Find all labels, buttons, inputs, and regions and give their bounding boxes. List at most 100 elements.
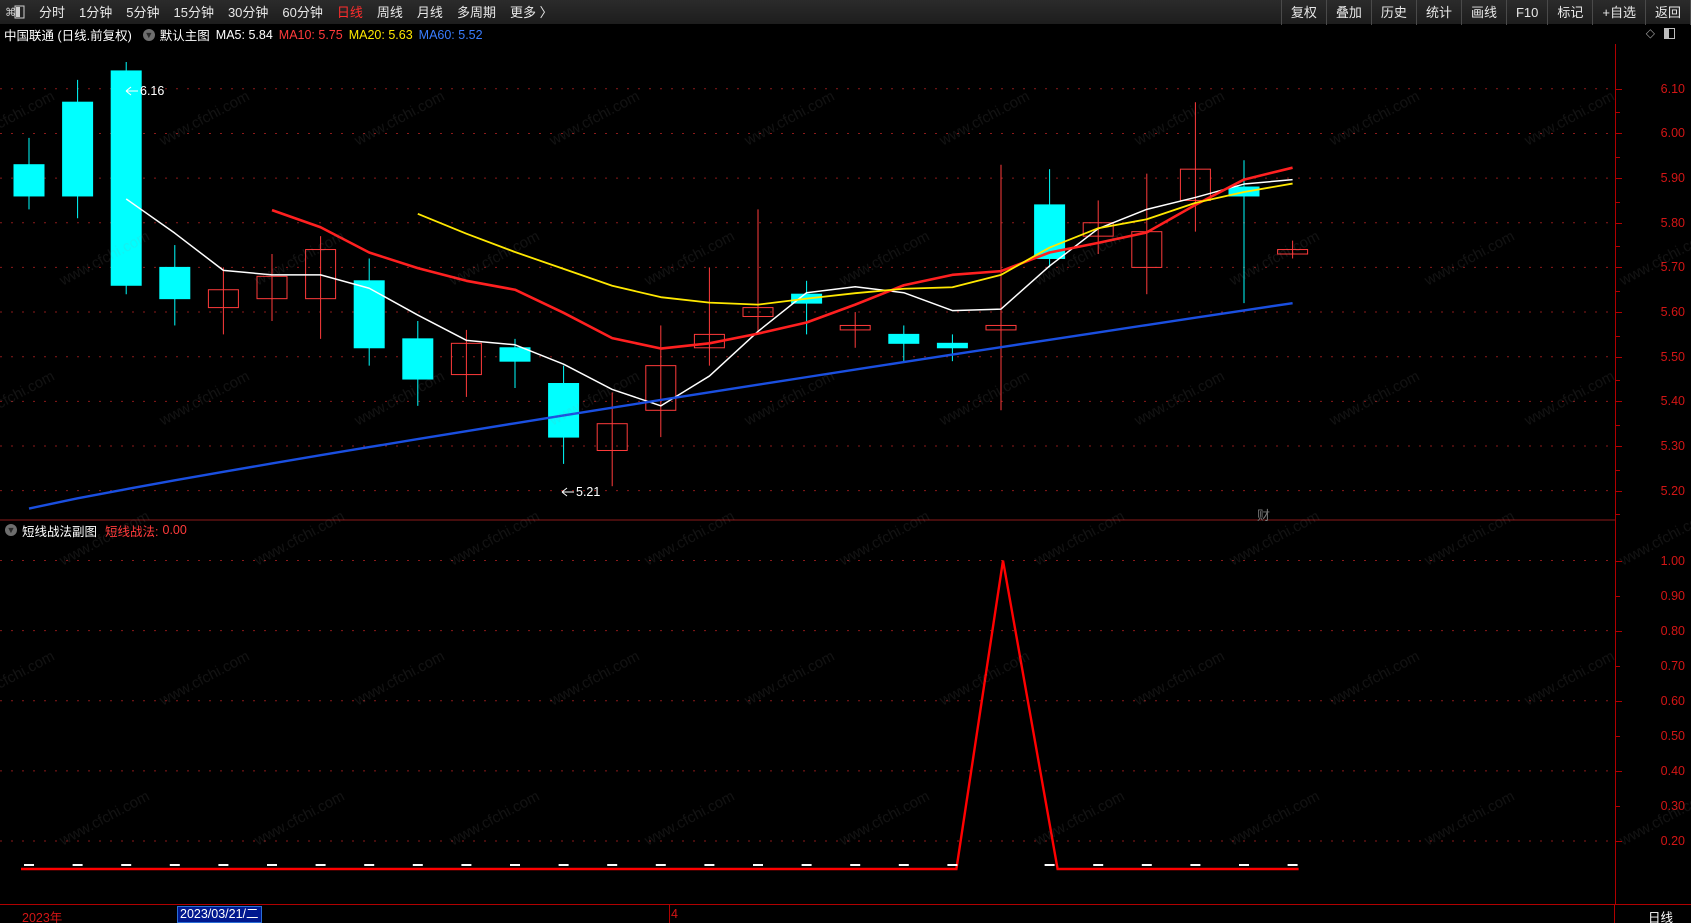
chevron-down-icon[interactable]: ▼ — [142, 28, 155, 41]
price-minor-tick — [1616, 380, 1620, 382]
low-price-value: 5.21 — [576, 485, 601, 499]
price-tick-5-5: 5.50 — [1660, 349, 1685, 364]
svg-text:⌘: ⌘ — [5, 7, 16, 19]
tab-30min[interactable]: 30分钟 — [227, 4, 269, 20]
main-chart-pane[interactable]: 6.16 5.21 财 6.10 6.00 5.90 5.80 5.70 5.60 5.50… — [0, 44, 1691, 523]
price-tick-mark — [1616, 446, 1622, 448]
btn-fuquan[interactable]: 复权 — [1280, 0, 1326, 25]
candlestick-canvas — [0, 62, 1615, 521]
price-tick-mark — [1616, 490, 1622, 492]
indicator-tick-mark — [1616, 630, 1622, 632]
btn-statistics[interactable]: 统计 — [1415, 0, 1461, 25]
tab-multiperiod[interactable]: 多周期 — [456, 4, 496, 20]
chevron-down-icon-sub[interactable]: ▼ — [5, 524, 17, 536]
btn-overlay[interactable]: 叠加 — [1325, 0, 1371, 25]
selected-date-badge: 2023/03/21/二 — [177, 906, 262, 923]
indicator-tick-0-9: 0.90 — [1660, 588, 1685, 603]
indicator-tick-mark — [1616, 805, 1620, 807]
sub-chart-header: ▼ 短线战法副图 短线战法: 0.00 — [0, 521, 187, 539]
indicator-tick-0-5: 0.50 — [1660, 728, 1685, 743]
chart-info-line: 中国联通 (日线.前复权) ▼ 默认主图 MA5: 5.84 MA10: 5.7… — [0, 25, 1691, 44]
price-minor-tick — [1616, 469, 1620, 471]
btn-history[interactable]: 历史 — [1370, 0, 1416, 25]
btn-f10[interactable]: F10 — [1505, 0, 1547, 25]
indicator-tick-mark — [1616, 840, 1622, 842]
price-tick-5-3: 5.30 — [1660, 439, 1685, 454]
low-price-annotation: 5.21 — [560, 485, 600, 499]
date-month-label: 4 — [671, 907, 678, 921]
axis-divider — [1614, 905, 1615, 923]
indicator-tick-mark — [1616, 595, 1620, 597]
price-tick-6-1: 6.10 — [1660, 81, 1685, 96]
ma60-value: MA60: 5.52 — [418, 27, 483, 42]
chart-header-controls: ◇ — [1646, 26, 1675, 40]
high-price-value: 6.16 — [140, 84, 165, 98]
main-plot-area[interactable] — [0, 44, 1615, 521]
price-tick-mark — [1616, 267, 1622, 269]
indicator-tick-0-3: 0.30 — [1660, 798, 1685, 813]
price-tick-mark — [1616, 312, 1622, 314]
toolbar-right-group: 复权 叠加 历史 统计 画线 F10 标记 +自选 返回 — [1280, 0, 1691, 25]
price-minor-tick — [1616, 335, 1620, 337]
indicator-tick-0-4: 0.40 — [1660, 763, 1685, 778]
price-tick-mark — [1616, 133, 1622, 135]
price-tick-6: 6.00 — [1660, 126, 1685, 141]
tab-weekly[interactable]: 周线 — [376, 4, 403, 20]
btn-back[interactable]: 返回 — [1644, 0, 1691, 25]
price-tick-mark — [1616, 401, 1622, 403]
indicator-tick-mark — [1616, 770, 1622, 772]
broker-watermark: 财 — [1257, 508, 1271, 523]
indicator-tick-0-7: 0.70 — [1660, 658, 1685, 673]
app-logo-icon[interactable]: ⌘ — [4, 4, 26, 20]
price-minor-tick — [1616, 112, 1620, 114]
month-divider — [669, 905, 670, 923]
indicator-tick-0-6: 0.60 — [1660, 693, 1685, 708]
price-tick-5-7: 5.70 — [1660, 260, 1685, 275]
tab-fenshi[interactable]: 分时 — [39, 4, 66, 20]
tab-more[interactable]: 更多 〉 — [509, 4, 553, 20]
price-minor-tick — [1616, 201, 1620, 203]
price-tick-mark — [1616, 222, 1622, 224]
indicator-tick-mark — [1616, 735, 1620, 737]
price-tick-5-4: 5.40 — [1660, 394, 1685, 409]
tab-15min[interactable]: 15分钟 — [173, 4, 214, 20]
indicator-canvas — [0, 560, 1615, 871]
btn-mark[interactable]: 标记 — [1547, 0, 1592, 25]
price-tick-mark — [1616, 88, 1622, 90]
sub-chart-title[interactable]: 短线战法副图 — [22, 524, 98, 539]
diamond-icon[interactable]: ◇ — [1645, 26, 1655, 40]
main-price-axis[interactable]: 6.10 6.00 5.90 5.80 5.70 5.60 5.50 5.40 5.30 5.20 — [1615, 44, 1691, 521]
ma5-value: MA5: 5.84 — [215, 27, 273, 42]
tab-5min[interactable]: 5分钟 — [126, 4, 160, 20]
price-minor-tick — [1616, 290, 1620, 292]
indicator-tick-1: 1.00 — [1660, 553, 1685, 568]
price-tick-5-9: 5.90 — [1660, 171, 1685, 186]
price-minor-tick — [1616, 156, 1620, 158]
date-axis-strip[interactable]: 2023年 4 2023/03/21/二 日线 — [0, 904, 1691, 923]
tab-daily[interactable]: 日线 — [336, 4, 363, 20]
price-minor-tick — [1616, 246, 1620, 248]
sub-indicator-pane[interactable]: ▼ 短线战法副图 短线战法: 0.00 1.00 0.90 0.80 0.70 0.60… — [0, 521, 1691, 923]
high-price-annotation: 6.16 — [124, 84, 164, 98]
sub-value-axis[interactable]: 1.00 0.90 0.80 0.70 0.60 0.50 0.40 0.30 0.20 — [1615, 521, 1691, 904]
btn-add-watchlist[interactable]: +自选 — [1592, 0, 1645, 25]
indicator-name-label[interactable]: 默认主图 — [159, 29, 210, 43]
date-year-label: 2023年 — [22, 911, 63, 923]
price-tick-5-6: 5.60 — [1660, 305, 1685, 320]
tab-60min[interactable]: 60分钟 — [282, 4, 323, 20]
arrow-left-icon — [125, 86, 138, 96]
indicator-tick-0-2: 0.20 — [1660, 833, 1685, 848]
sub-plot-area[interactable] — [0, 521, 1615, 923]
panel-toggle-icon[interactable] — [1664, 27, 1675, 39]
price-minor-tick — [1616, 514, 1620, 516]
btn-drawline[interactable]: 画线 — [1460, 0, 1506, 25]
price-tick-5-2: 5.20 — [1660, 483, 1685, 498]
price-tick-5-8: 5.80 — [1660, 215, 1685, 230]
price-tick-mark — [1616, 356, 1622, 358]
arrow-left-icon-2 — [561, 487, 574, 497]
tab-1min[interactable]: 1分钟 — [79, 4, 113, 20]
top-toolbar: ⌘ 分时 1分钟 5分钟 15分钟 30分钟 60分钟 日线 周线 月线 多周期… — [0, 0, 1691, 25]
sub-indicator-label: 短线战法: — [105, 524, 159, 539]
tab-monthly[interactable]: 月线 — [416, 4, 443, 20]
